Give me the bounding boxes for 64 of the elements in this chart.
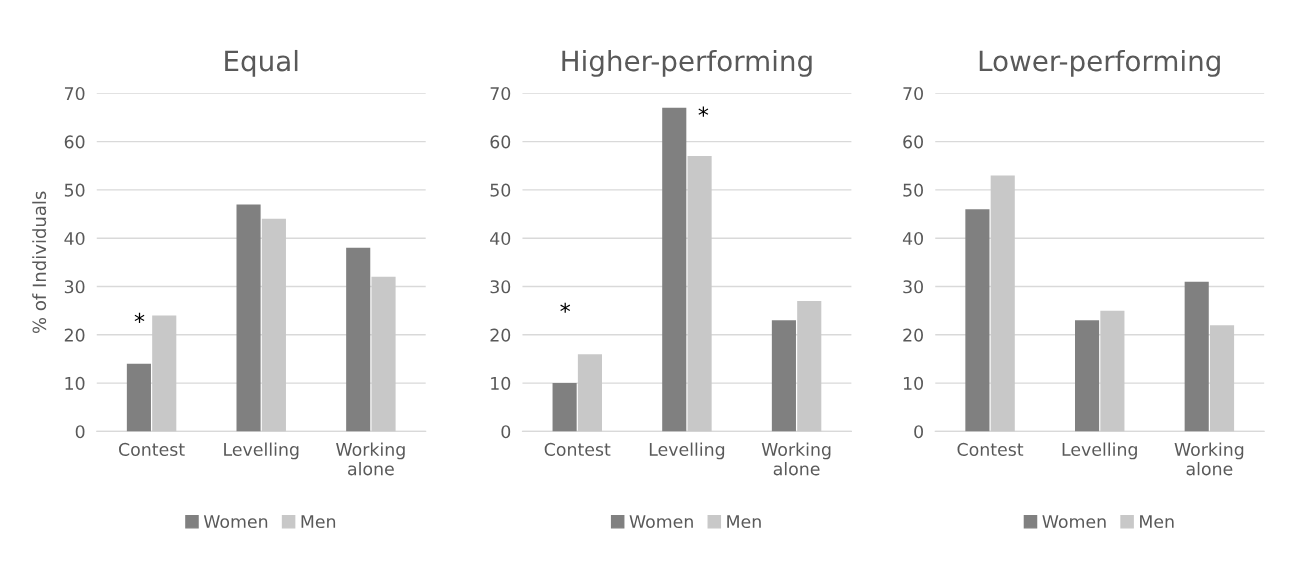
y-tick-label: 0 [501, 425, 511, 439]
y-tick-label: 70 [903, 86, 923, 101]
bar [1100, 310, 1125, 432]
y-tick-label: 40 [64, 231, 85, 246]
legend-label: Men [727, 515, 761, 529]
y-tick-label: 30 [903, 280, 923, 294]
chart-title: Equal [225, 49, 298, 77]
bar [577, 354, 602, 432]
y-tick-label: 20 [903, 328, 923, 342]
x-tick-label: Levelling [224, 442, 299, 460]
chart-title: Higher-performing [562, 49, 812, 77]
annotation: * [134, 312, 145, 323]
y-tick-label: 60 [903, 135, 923, 149]
y-tick-label: 10 [65, 376, 85, 390]
bar [552, 383, 577, 432]
y-tick-label: 60 [490, 135, 511, 149]
y-tick-label: 70 [490, 86, 511, 101]
x-tick-label: Working alone [761, 442, 831, 476]
y-tick-label: 0 [75, 425, 85, 439]
bar [687, 156, 712, 432]
bar [662, 107, 687, 432]
x-tick-label: Contest [957, 442, 1024, 456]
y-axis-title: % of Individuals [32, 191, 47, 334]
x-tick-label: Levelling [1062, 442, 1137, 460]
x-tick-label: Contest [544, 442, 611, 456]
x-tick-label: Working alone [336, 442, 405, 476]
legend-label: Men [1140, 515, 1174, 529]
bar [152, 315, 177, 432]
bar [126, 363, 151, 432]
legend-label: Men [301, 515, 336, 529]
x-tick-label: Contest [119, 442, 185, 456]
bar [236, 204, 261, 432]
annotation: * [560, 302, 571, 313]
y-tick-label: 30 [64, 280, 85, 294]
y-tick-label: 10 [903, 376, 923, 390]
x-tick-label: Levelling [649, 442, 725, 460]
bar [990, 175, 1015, 432]
bar [797, 300, 822, 432]
chart-title: Lower-performing [979, 49, 1220, 77]
bar [346, 247, 371, 432]
y-tick-label: 50 [64, 183, 85, 197]
y-tick-label: 10 [491, 376, 511, 390]
annotation: * [698, 106, 709, 117]
bar [371, 276, 396, 432]
y-tick-label: 50 [490, 183, 511, 197]
x-tick-label: Working alone [1174, 442, 1244, 476]
y-tick-label: 70 [64, 86, 85, 101]
bar [771, 320, 796, 432]
y-tick-label: 20 [64, 328, 85, 342]
legend-label: Women [203, 515, 268, 529]
legend-label: Women [1042, 515, 1106, 529]
bar [1184, 281, 1209, 432]
bar [261, 218, 286, 432]
bar [1075, 320, 1100, 432]
bar [965, 209, 990, 432]
y-tick-label: 50 [903, 183, 923, 197]
y-tick-label: 40 [902, 231, 923, 246]
bar [1209, 325, 1235, 432]
y-tick-label: 30 [490, 280, 511, 294]
legend-label: Women [629, 515, 693, 529]
y-tick-label: 0 [914, 425, 923, 439]
y-tick-label: 20 [490, 328, 511, 342]
y-tick-label: 60 [64, 135, 85, 149]
y-tick-label: 40 [490, 231, 511, 246]
